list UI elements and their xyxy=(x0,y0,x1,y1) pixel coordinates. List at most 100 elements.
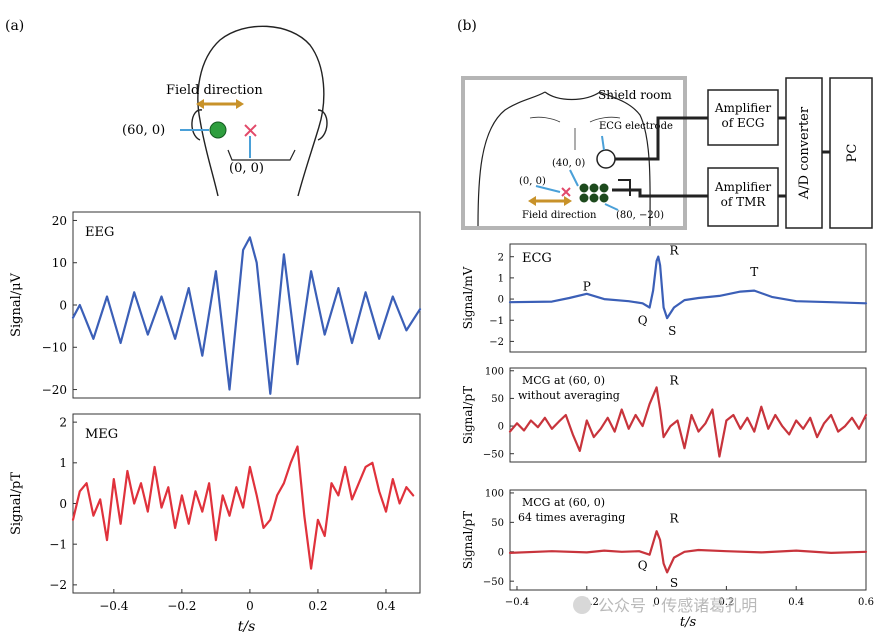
wire-tmr-2 xyxy=(618,179,631,196)
eeg-title: EEG xyxy=(85,225,114,240)
panel-label-a: (a) xyxy=(5,18,24,34)
ecg-annotation-t: T xyxy=(750,265,758,279)
eeg-frame xyxy=(72,211,421,399)
mcg-raw-chart: 100 50 0 −50 Signal/pT MCG at (60, 0) without … xyxy=(461,366,868,463)
field-direction-label-b: Field direction xyxy=(522,210,597,221)
field-arrow-left-head xyxy=(196,99,204,109)
ecg-ylabel: Signal/mV xyxy=(461,266,475,329)
field-arrow-b-right xyxy=(564,196,572,206)
meg-xlabel: t/s xyxy=(238,619,256,635)
eeg-ytick-label: −10 xyxy=(42,341,67,355)
ecg-annotation-r: R xyxy=(670,244,680,258)
meg-ytick-label: 0 xyxy=(59,497,67,511)
ecg-series-line xyxy=(508,255,868,320)
wire-ecg xyxy=(615,116,708,161)
meg-ytick-label: 1 xyxy=(59,456,67,470)
ecg-frame xyxy=(509,243,867,353)
mcg2-ytick-label: −50 xyxy=(483,577,504,588)
sensor-array xyxy=(579,183,609,203)
pt-40-0-label: (40, 0) xyxy=(552,158,585,169)
pt-0-0-label: (0, 0) xyxy=(519,176,546,187)
mcg2-xtick-label: 0.4 xyxy=(788,597,804,608)
wire-tmr xyxy=(612,188,708,198)
wechat-icon xyxy=(573,596,591,614)
head-diagram: Field direction (60, 0) (0, 0) xyxy=(122,25,328,197)
ecg-chart: 2 1 0 −1 −2 Signal/mV ECG P Q R S T xyxy=(461,243,868,353)
pc-box xyxy=(829,77,873,229)
origin-marker xyxy=(244,124,257,137)
ecg-ytick-label: 0 xyxy=(498,295,504,306)
pointer-40-0 xyxy=(569,169,579,187)
eeg-series-line xyxy=(71,236,422,395)
meg-xtick-label: 0 xyxy=(246,599,254,613)
ecg-ytick-label: −1 xyxy=(489,316,504,327)
sensor-60-0 xyxy=(209,121,227,139)
setup-diagram: Shield room ECG electrode (40, 0) (0, 0)… xyxy=(461,76,873,230)
eeg-ylabel: Signal/μV xyxy=(9,272,24,336)
mcg2-ytick-label: 0 xyxy=(498,547,504,558)
meg-xtick-label: 0.2 xyxy=(308,599,327,613)
neck-line xyxy=(227,149,296,161)
mcg2-subtitle: 64 times averaging xyxy=(518,511,625,524)
ecg-electrode-label: ECG electrode xyxy=(599,121,673,132)
meg-series-line xyxy=(71,445,415,570)
meg-title: MEG xyxy=(85,427,118,442)
mcg1-ytick-label: 50 xyxy=(491,394,504,405)
mcg2-annotation-q: Q xyxy=(638,558,648,572)
mcg2-xtick-label: 0.6 xyxy=(858,597,874,608)
amp-ecg-line1: Amplifier xyxy=(714,101,772,115)
mcg1-title: MCG at (60, 0) xyxy=(522,374,605,387)
meg-frame xyxy=(72,413,421,594)
mcg2-xlabel: t/s xyxy=(680,615,697,630)
ad-converter-box xyxy=(785,77,823,229)
amp-ecg-box xyxy=(707,89,779,146)
pc-label: PC xyxy=(845,144,860,163)
watermark-text: 公众号 · 传感诸葛孔明 xyxy=(598,596,757,615)
ecg-electrode xyxy=(596,149,616,169)
point-left-label: (60, 0) xyxy=(122,123,165,138)
mcg2-xtick-label: 0 xyxy=(653,597,659,608)
right-ear xyxy=(317,109,328,141)
mcg1-ytick-label: 100 xyxy=(485,366,504,377)
meg-ytick-label: 2 xyxy=(59,415,67,429)
ecg-annotation-s: S xyxy=(668,324,676,338)
mcg2-ytick-label: 100 xyxy=(485,489,504,500)
meg-xtick-label: −0.4 xyxy=(99,599,129,613)
pointer-0-0-b xyxy=(535,185,561,193)
ecg-title: ECG xyxy=(522,251,552,266)
mcg2-ylabel: Signal/pT xyxy=(461,511,475,569)
meg-ylabel: Signal/pT xyxy=(9,472,24,535)
field-arrow-b-left xyxy=(528,196,536,206)
mcg1-annotation-r: R xyxy=(670,374,680,388)
mcg2-ytick-label: 50 xyxy=(491,518,504,529)
torso-collar xyxy=(544,91,601,101)
amp-tmr-box xyxy=(707,167,779,227)
amp-tmr-line2: of TMR xyxy=(721,195,767,209)
mcg2-series-line xyxy=(508,530,868,574)
ecg-ytick-label: 2 xyxy=(498,252,504,263)
mcg1-series-line xyxy=(508,386,868,458)
mcg2-xtick-label: 0.2 xyxy=(718,597,734,608)
meg-chart: 2 1 0 −1 −2 −0.4 −0.2 0 0.2 0.4 Signal/pT t/s MEG xyxy=(9,413,421,635)
mcg2-annotation-s: S xyxy=(670,576,678,590)
mcg1-ytick-label: 0 xyxy=(498,422,504,433)
mcg-averaged-chart: 100500−50−0.4−0.200.20.40.6Signal/pTt/sM… xyxy=(461,489,874,630)
eeg-ytick-label: −20 xyxy=(42,383,67,397)
torso-detail xyxy=(529,116,621,150)
pointer-80-m20 xyxy=(604,203,619,211)
ecg-ytick-label: 1 xyxy=(498,273,504,284)
eeg-ytick-label: 0 xyxy=(59,298,67,312)
origin-marker-b xyxy=(561,187,571,197)
mcg1-ytick-label: −50 xyxy=(483,449,504,460)
pt-80-m20-label: (80, −20) xyxy=(616,210,664,221)
point-center-label: (0, 0) xyxy=(229,161,264,176)
meg-xtick-label: −0.2 xyxy=(167,599,196,613)
ecg-ytick-label: −2 xyxy=(489,337,504,348)
field-arrow-right-head xyxy=(236,99,244,109)
watermark: 公众号 · 传感诸葛孔明 xyxy=(573,596,757,615)
mcg2-xtick-label: −0.4 xyxy=(505,597,529,608)
mcg1-ylabel: Signal/pT xyxy=(461,386,475,444)
amp-tmr-line1: Amplifier xyxy=(714,180,772,194)
ad-converter-label: A/D converter xyxy=(797,106,812,200)
